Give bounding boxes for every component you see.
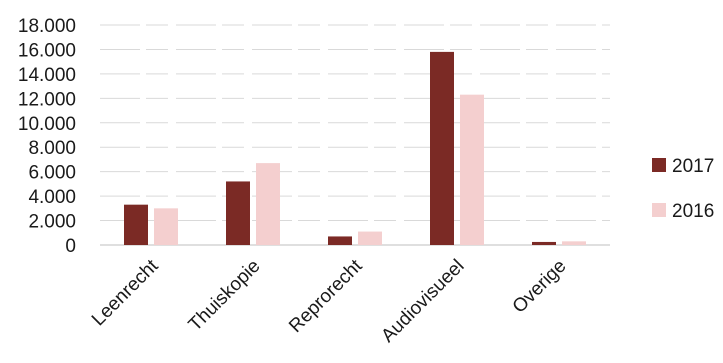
y-tick-label: 4.000 — [28, 187, 76, 208]
y-tick-label: 8.000 — [28, 138, 76, 159]
category-label: Audiovisueel — [377, 256, 468, 347]
bar-2016-audiovisueel — [460, 94, 484, 246]
gridlines — [100, 24, 610, 246]
bar-2016-reprorecht — [358, 231, 382, 245]
legend-swatch — [652, 158, 666, 172]
legend-label: 2016 — [672, 201, 714, 222]
y-tick-label: 18.000 — [18, 16, 76, 37]
bar-2017-overige — [532, 241, 556, 245]
y-tick-label: 0 — [65, 236, 76, 257]
bar-2017-thuiskopie — [226, 181, 250, 245]
bars — [124, 51, 586, 246]
y-tick-label: 2.000 — [28, 212, 76, 233]
y-tick-label: 14.000 — [18, 65, 76, 86]
bar-2017-reprorecht — [328, 236, 352, 245]
y-tick-label: 10.000 — [18, 114, 76, 135]
bar-2016-thuiskopie — [256, 163, 280, 245]
y-tick-label: 16.000 — [18, 40, 76, 61]
bar-2016-overige — [562, 241, 586, 245]
x-axis-categories: Leenrecht Thuiskopie Reprorecht Audiovisuee… — [88, 255, 571, 347]
category-label: Leenrecht — [88, 255, 163, 330]
bar-2017-audiovisueel — [430, 51, 454, 246]
category-label: Reprorecht — [285, 255, 367, 337]
y-axis-ticks: 0 2.000 4.000 6.000 8.000 10.000 12.000 14.000 1… — [18, 16, 76, 257]
bar-2016-leenrecht — [154, 208, 178, 245]
category-label: Overige — [509, 256, 571, 318]
legend-swatch — [652, 203, 666, 217]
legend: 2017 2016 — [652, 156, 714, 222]
y-tick-label: 12.000 — [18, 89, 76, 110]
y-tick-label: 6.000 — [28, 163, 76, 184]
legend-label: 2017 — [672, 156, 714, 177]
category-label: Thuiskopie — [185, 256, 265, 336]
bar-2017-leenrecht — [124, 204, 148, 245]
